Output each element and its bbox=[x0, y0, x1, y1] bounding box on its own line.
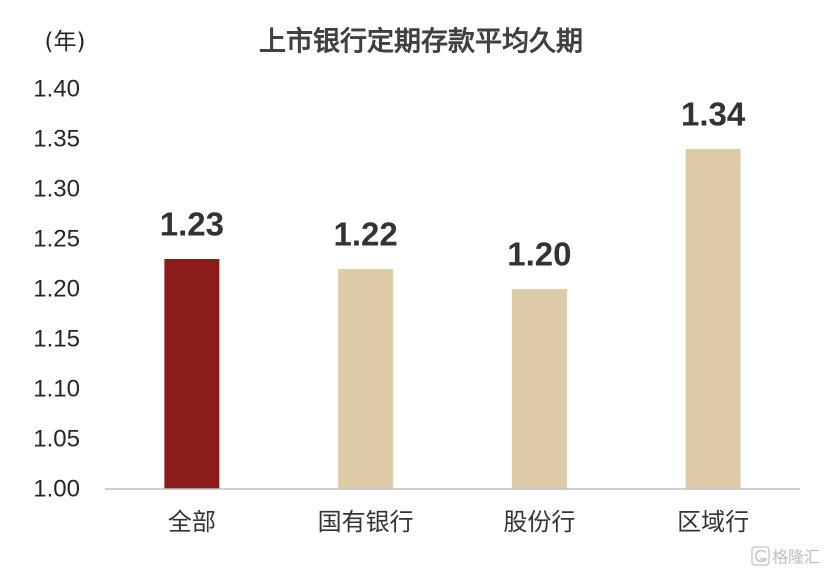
y-tick-label-1-10: 1.10 bbox=[33, 376, 80, 403]
x-category-label-all: 全部 bbox=[168, 508, 216, 536]
x-axis-category-labels: 全部 国有银行 股份行 区域行 bbox=[168, 508, 749, 536]
watermark-text: 格隆汇 bbox=[772, 548, 820, 567]
x-category-label-regional-banks: 区域行 bbox=[677, 508, 749, 536]
data-labels: 1.23 1.22 1.20 1.34 bbox=[160, 96, 746, 273]
y-tick-label-1-05: 1.05 bbox=[33, 426, 80, 453]
y-axis-unit-label: (年) bbox=[45, 29, 86, 55]
x-category-label-joint-stock-banks: 股份行 bbox=[503, 508, 575, 536]
y-axis-tick-labels: 1.00 1.05 1.10 1.15 1.20 1.25 1.30 1.35 1.40 bbox=[33, 76, 80, 503]
data-label-all: 1.23 bbox=[160, 206, 224, 243]
x-category-label-state-owned-banks: 国有银行 bbox=[318, 508, 414, 536]
g-logo-icon bbox=[751, 546, 770, 566]
watermark: 格隆汇 bbox=[751, 546, 820, 567]
bar-regional-banks bbox=[685, 149, 741, 489]
bar-all bbox=[164, 259, 220, 489]
y-tick-label-1-25: 1.25 bbox=[33, 226, 80, 253]
bars bbox=[164, 149, 741, 489]
bar-joint-stock-banks bbox=[511, 289, 567, 489]
y-tick-label-1-15: 1.15 bbox=[33, 326, 80, 353]
y-tick-label-1-40: 1.40 bbox=[33, 76, 80, 103]
data-label-state-owned-banks: 1.22 bbox=[334, 216, 398, 253]
data-label-joint-stock-banks: 1.20 bbox=[507, 236, 571, 273]
bar-state-owned-banks bbox=[338, 269, 394, 489]
y-tick-label-1-35: 1.35 bbox=[33, 126, 80, 153]
data-label-regional-banks: 1.34 bbox=[681, 96, 746, 133]
y-tick-label-1-00: 1.00 bbox=[33, 476, 80, 503]
y-tick-label-1-20: 1.20 bbox=[33, 276, 80, 303]
y-tick-label-1-30: 1.30 bbox=[33, 176, 80, 203]
chart-title: 上市银行定期存款平均久期 bbox=[259, 26, 583, 58]
